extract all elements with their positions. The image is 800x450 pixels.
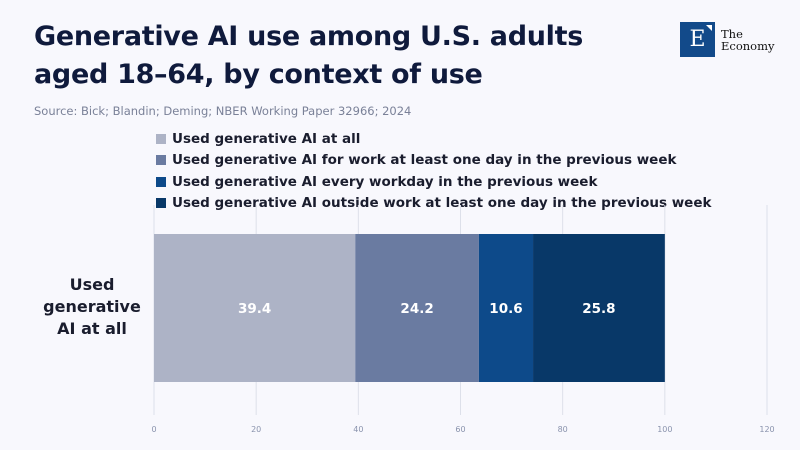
legend-label: Used generative AI for work at least one…	[172, 152, 677, 169]
data-label: 39.4	[238, 301, 271, 317]
legend-swatch	[156, 155, 166, 166]
bar-segment	[533, 234, 665, 382]
x-tick-label: 120	[759, 425, 774, 434]
bar-segment	[478, 234, 534, 382]
x-tick-label: 80	[558, 425, 568, 434]
logo-text-2: Economy	[721, 38, 775, 53]
legend-label: Used generative AI every workday in the …	[172, 173, 598, 190]
legend-item: Used generative AI for work at least one…	[156, 150, 711, 172]
data-label: 10.6	[489, 301, 522, 317]
logo-text-1: The	[721, 26, 743, 41]
bar-segment	[154, 234, 356, 382]
legend-label: Used generative AI outside work at least…	[172, 195, 712, 212]
legend-item: Used generative AI every workday in the …	[156, 171, 711, 193]
x-tick-label: 20	[251, 425, 261, 434]
x-tick-label: 60	[455, 425, 465, 434]
category-label: Used	[70, 275, 115, 294]
logo-mark: E	[680, 22, 715, 57]
legend-label: Used generative AI at all	[172, 130, 361, 147]
chart-title: Generative AI use among U.S. adults aged…	[34, 21, 583, 90]
source-note: Source: Bick; Blandin; Deming; NBER Work…	[34, 104, 412, 118]
legend-swatch	[156, 198, 166, 209]
category-label: AI at all	[57, 319, 127, 338]
legend-swatch	[156, 133, 166, 144]
legend-item: Used generative AI at all	[156, 128, 711, 150]
x-tick-label: 40	[353, 425, 363, 434]
data-label: 25.8	[582, 301, 615, 317]
bar-segment	[355, 234, 479, 382]
legend-item: Used generative AI outside work at least…	[156, 193, 711, 215]
legend: Used generative AI at all Used generative…	[156, 128, 711, 214]
x-tick-label: 0	[151, 425, 156, 434]
data-label: 24.2	[400, 301, 433, 317]
category-label: generative	[43, 297, 141, 316]
legend-swatch	[156, 176, 166, 187]
logo: E The Economy	[680, 22, 775, 57]
x-tick-label: 100	[657, 425, 672, 434]
